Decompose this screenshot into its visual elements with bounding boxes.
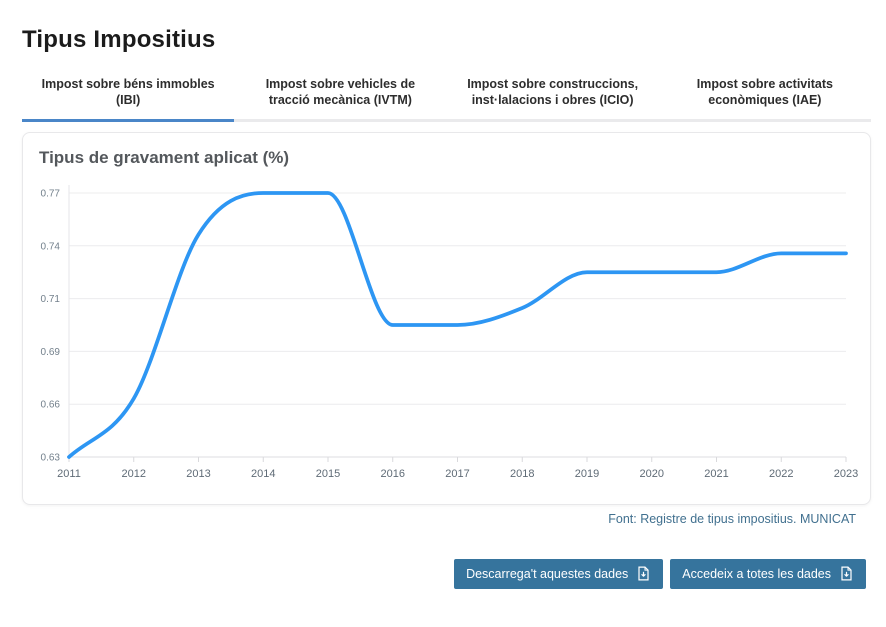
svg-text:0.74: 0.74 — [41, 241, 61, 252]
tab-ibi-label: Impost sobre béns immobles (IBI) — [41, 77, 215, 108]
svg-text:0.63: 0.63 — [41, 452, 61, 463]
tab-iae[interactable]: Impost sobre activitats econòmiques (IAE… — [659, 72, 871, 122]
access-all-data-button-label: Accedeix a totes les dades — [682, 566, 831, 581]
tax-rate-line-chart: 0.77 0.74 0.71 0.69 0.66 0.63 2011 2012 2013 2014… — [41, 184, 858, 480]
download-file-icon — [638, 566, 649, 581]
tab-ibi[interactable]: Impost sobre béns immobles (IBI) — [22, 72, 235, 122]
svg-text:2021: 2021 — [704, 468, 728, 480]
tab-icio-label: Impost sobre construccions, inst·lalacio… — [467, 77, 639, 108]
chart-card: Tipus de gravament aplicat (%) 0.77 0.74 0… — [22, 131, 871, 505]
page-title: Tipus Impositius — [22, 26, 216, 53]
svg-text:0.77: 0.77 — [41, 188, 61, 199]
svg-text:2022: 2022 — [769, 468, 793, 480]
download-file-icon — [841, 566, 852, 581]
svg-text:2016: 2016 — [381, 468, 405, 480]
svg-text:0.69: 0.69 — [41, 346, 61, 357]
tab-ivtm-label: Impost sobre vehicles de tracció mecànic… — [265, 77, 416, 108]
chart-area: 0.77 0.74 0.71 0.69 0.66 0.63 2011 2012 2013 2014… — [35, 177, 870, 494]
svg-text:2013: 2013 — [186, 468, 210, 480]
svg-text:0.71: 0.71 — [41, 294, 61, 305]
page-container: Tipus Impositius Impost sobre béns immob… — [22, 26, 871, 589]
tab-ivtm[interactable]: Impost sobre vehicles de tracció mecànic… — [234, 72, 446, 122]
tab-icio[interactable]: Impost sobre construccions, inst·lalacio… — [447, 72, 659, 122]
download-data-button-label: Descarrega't aquestes dades — [466, 566, 629, 581]
tab-iae-label: Impost sobre activitats econòmiques (IAE… — [696, 77, 833, 108]
svg-text:2012: 2012 — [122, 468, 146, 480]
svg-text:0.66: 0.66 — [41, 399, 61, 410]
svg-text:2015: 2015 — [316, 468, 340, 480]
actions-bar: Descarrega't aquestes dades Accedeix a t… — [22, 558, 871, 589]
svg-text:2020: 2020 — [640, 468, 664, 480]
download-data-button[interactable]: Descarrega't aquestes dades — [454, 558, 664, 589]
tax-type-tabs: Impost sobre béns immobles (IBI) Impost … — [22, 72, 871, 122]
svg-text:2017: 2017 — [445, 468, 469, 480]
tax-rate-series-line — [67, 190, 848, 459]
data-source-note: Font: Registre de tipus impositius. MUNI… — [608, 511, 856, 526]
svg-text:2011: 2011 — [57, 468, 81, 480]
svg-text:2018: 2018 — [510, 468, 534, 480]
svg-text:2019: 2019 — [575, 468, 599, 480]
svg-text:2023: 2023 — [834, 468, 858, 480]
access-all-data-button[interactable]: Accedeix a totes les dades — [670, 558, 866, 589]
svg-text:2014: 2014 — [251, 468, 275, 480]
chart-title: Tipus de gravament aplicat (%) — [39, 147, 290, 167]
